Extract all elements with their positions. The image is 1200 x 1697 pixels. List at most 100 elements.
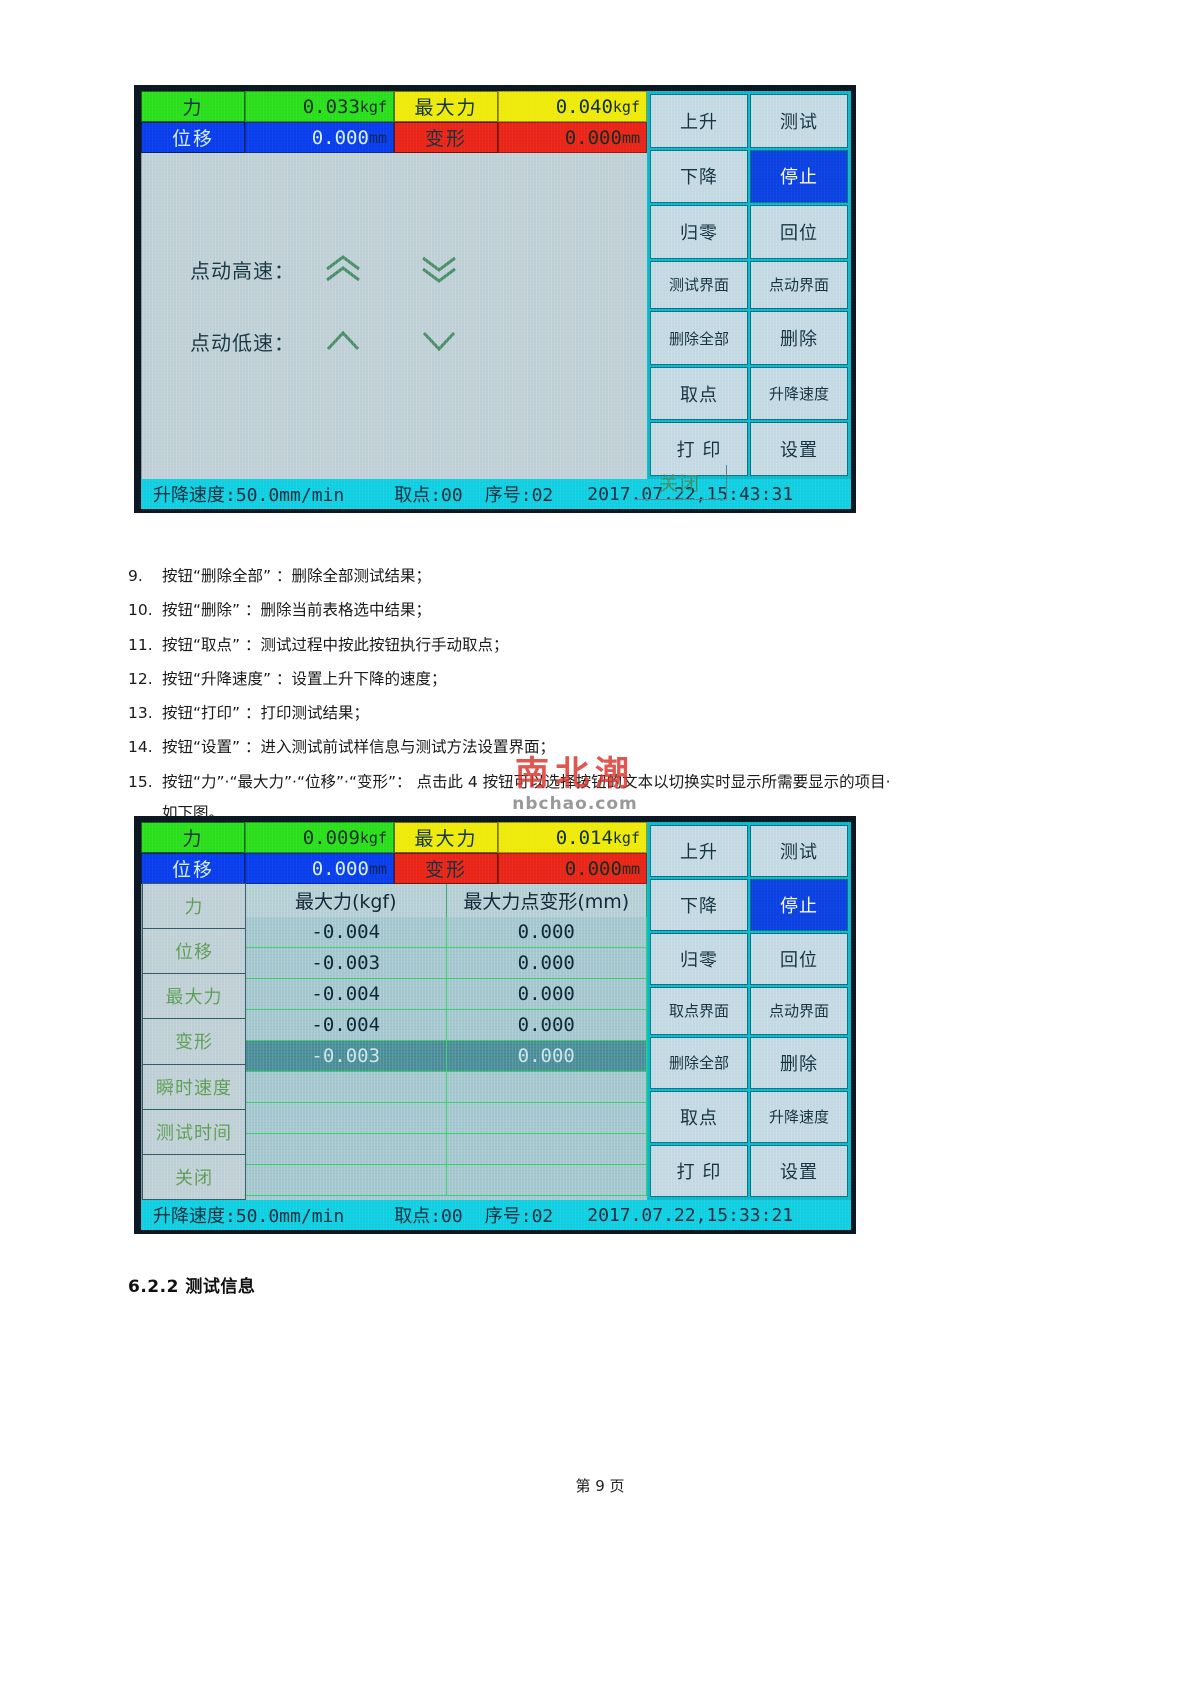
list-item-number: 13.	[128, 704, 153, 722]
control-button-取点[interactable]: 取点	[650, 1090, 748, 1143]
jog-high-up-button[interactable]	[295, 249, 391, 289]
control-button-pad-1: 上升 测试 下降 停止 归零 回位 测试界面 点动界面 删除全部 删除 取点 升降速度打 印设置	[647, 91, 851, 479]
table-cell: 0.000	[447, 1041, 647, 1071]
control-button-升降速度[interactable]: 升降速度	[750, 366, 848, 421]
list-item: 14. 按钮“设置” ：进入测试前试样信息与测试方法设置界面；	[128, 736, 1088, 759]
list-item-number: 15.	[128, 772, 153, 791]
jog-low-up-button[interactable]	[295, 321, 391, 361]
control-button-停止[interactable]: 停止	[750, 879, 848, 932]
list-item-number: 11.	[128, 635, 153, 654]
displacement-unit: mm	[368, 128, 387, 147]
control-button-取点[interactable]: 取点	[650, 366, 748, 421]
jog-high-down-button[interactable]	[391, 249, 487, 289]
list-item-text: 按钮“取点” ：测试过程中按此按钮执行手动取点；	[162, 635, 509, 654]
control-button-回位[interactable]: 回位	[750, 933, 848, 986]
control-button-打印[interactable]: 打 印	[650, 1144, 748, 1197]
displacement-label-button[interactable]: 位移	[141, 122, 245, 153]
control-button-设置[interactable]: 设置	[750, 422, 848, 476]
control-button-删除全部[interactable]: 删除全部	[650, 311, 748, 365]
control-button-测试[interactable]: 测试	[750, 825, 848, 878]
table-row[interactable]: -0.003 0.000	[246, 1041, 647, 1072]
control-button-上升[interactable]: 上升	[650, 94, 748, 148]
deformation-value-2: 0.000 mm	[498, 853, 647, 884]
results-table-body[interactable]: -0.004 0.000 -0.003 0.000 -0.004 0.000 -0.004 0…	[246, 917, 647, 1196]
control-button-归零[interactable]: 归零	[650, 205, 748, 259]
control-button-取点界面[interactable]: 取点界面	[650, 987, 748, 1035]
close-button[interactable]: 关闭	[634, 465, 727, 500]
channel-item-位移[interactable]: 位移	[142, 928, 246, 975]
displacement-value: 0.000 mm	[245, 122, 394, 153]
jog-low-down-button[interactable]	[391, 321, 487, 361]
control-button-测试界面[interactable]: 测试界面	[650, 260, 748, 310]
control-button-下降[interactable]: 下降	[650, 879, 748, 932]
control-button-停止[interactable]: 停止	[750, 149, 848, 204]
control-button-打印[interactable]: 打 印	[650, 422, 748, 476]
readout-panel-2: 力 0.009 kgf 最大力 0.014 kgf 位移	[141, 822, 647, 884]
peak-force-value-2: 0.014 kgf	[498, 822, 647, 853]
force-unit-2: kgf	[359, 828, 387, 847]
readout-row-bottom: 位移 0.000 mm 变形 0.000 mm	[141, 122, 647, 153]
hmi-screenshot-jog-interface: 力 0.033 kgf 最大力 0.040 kgf 位移	[134, 85, 856, 513]
page-footer: 第 9 页	[575, 1477, 625, 1495]
table-cell	[447, 1134, 647, 1164]
list-item: 10. 按钮“删除” ：删除当前表格选中结果；	[128, 599, 1088, 622]
table-row[interactable]	[246, 1165, 647, 1196]
jog-low-speed-row: 点动低速：	[190, 321, 487, 361]
peak-force-label-button-2[interactable]: 最大力	[394, 822, 498, 853]
force-number: 0.033	[302, 95, 360, 118]
table-row[interactable]: -0.004 0.000	[246, 979, 647, 1010]
results-table-header: 最大力(kgf) 最大力点变形(mm)	[246, 884, 647, 917]
control-button-测试[interactable]: 测试	[750, 94, 848, 148]
displacement-label-button-2[interactable]: 位移	[141, 853, 245, 884]
status-bar-2: 升降速度:50.0mm/min 取点:00 序号:02 2017.07.22,1…	[141, 1200, 851, 1230]
control-button-pad-2: 上升 测试 下降 停止 归零 回位 取点界面 点动界面 删除全部 删除 取点 升降速度打 印设置	[647, 822, 851, 1200]
control-button-上升[interactable]: 上升	[650, 825, 748, 878]
control-button-回位[interactable]: 回位	[750, 205, 848, 259]
channel-item-瞬时速度[interactable]: 瞬时速度	[142, 1063, 246, 1110]
results-table: 最大力(kgf) 最大力点变形(mm) -0.004 0.000 -0.003 0.00…	[246, 884, 647, 1200]
table-row[interactable]	[246, 1072, 647, 1103]
control-button-点动界面[interactable]: 点动界面	[750, 987, 848, 1035]
deformation-number-2: 0.000	[564, 857, 622, 880]
force-label-button[interactable]: 力	[141, 91, 245, 122]
deformation-label-button-2[interactable]: 变形	[394, 853, 498, 884]
table-row[interactable]: -0.004 0.000	[246, 917, 647, 948]
deformation-number: 0.000	[564, 126, 622, 149]
control-button-点动界面[interactable]: 点动界面	[750, 260, 848, 310]
table-cell: 0.000	[447, 979, 647, 1009]
force-number-2: 0.009	[302, 826, 360, 849]
peak-force-label-button[interactable]: 最大力	[394, 91, 498, 122]
readout-panel-1: 力 0.033 kgf 最大力 0.040 kgf 位移	[141, 91, 647, 153]
deformation-label-button[interactable]: 变形	[394, 122, 498, 153]
table-row[interactable]: -0.004 0.000	[246, 1010, 647, 1041]
table-cell	[447, 1103, 647, 1133]
status-points: 取点:00	[394, 485, 463, 506]
control-button-设置[interactable]: 设置	[750, 1144, 848, 1197]
force-value: 0.033 kgf	[245, 91, 394, 122]
control-button-下降[interactable]: 下降	[650, 149, 748, 204]
table-cell	[246, 1165, 447, 1195]
table-column-header: 最大力(kgf)	[246, 884, 447, 917]
table-row[interactable]: -0.003 0.000	[246, 948, 647, 979]
force-value-2: 0.009 kgf	[245, 822, 394, 853]
channel-item-力[interactable]: 力	[142, 883, 246, 930]
list-item-number: 9.	[128, 567, 143, 585]
table-row[interactable]	[246, 1103, 647, 1134]
list-item-number: 14.	[128, 738, 153, 757]
control-button-删除[interactable]: 删除	[750, 311, 848, 365]
table-row[interactable]	[246, 1134, 647, 1165]
control-button-归零[interactable]: 归零	[650, 933, 748, 986]
channel-item-测试时间[interactable]: 测试时间	[142, 1108, 246, 1155]
peak-force-number-2: 0.014	[555, 826, 613, 849]
peak-force-unit-2: kgf	[612, 828, 640, 847]
control-button-升降速度[interactable]: 升降速度	[750, 1090, 848, 1143]
channel-item-变形[interactable]: 变形	[142, 1018, 246, 1065]
channel-item-最大力[interactable]: 最大力	[142, 973, 246, 1020]
table-column-header: 最大力点变形(mm)	[447, 884, 647, 917]
control-button-删除[interactable]: 删除	[750, 1036, 848, 1089]
channel-item-关闭[interactable]: 关闭	[142, 1153, 246, 1200]
control-button-删除全部[interactable]: 删除全部	[650, 1036, 748, 1089]
force-label-button-2[interactable]: 力	[141, 822, 245, 853]
readout-row-bottom-2: 位移 0.000 mm 变形 0.000 mm	[141, 853, 647, 884]
